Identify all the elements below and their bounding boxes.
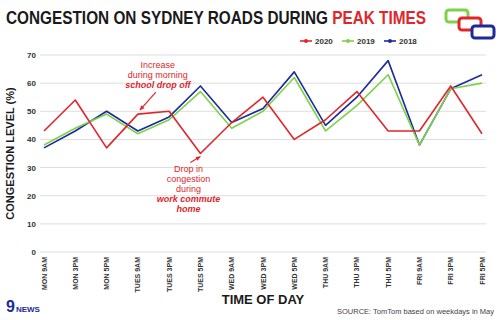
annotation-text: during morning: [128, 70, 188, 80]
y-tick-label: 60: [27, 79, 36, 88]
legend-marker: [346, 39, 350, 43]
plot: [44, 61, 482, 154]
grid-line: [40, 167, 486, 168]
annotation-arrow: [190, 157, 200, 163]
y-axis-label: CONGESTION LEVEL (%): [4, 87, 16, 220]
series-line: [44, 86, 482, 154]
grid-line: [40, 83, 486, 84]
x-tick-label: THU 3PM: [353, 257, 360, 288]
legend-marker: [388, 39, 392, 43]
annotation-text: work commute: [157, 194, 221, 204]
x-axis-label: TIME OF DAY: [222, 292, 305, 307]
legend-marker: [304, 39, 308, 43]
title-main: CONGESTION ON SYDNEY ROADS DURING: [6, 8, 332, 28]
x-tick-label: WED 3PM: [260, 257, 267, 290]
x-tick-label: MON 5PM: [103, 257, 110, 290]
car-icon: [446, 10, 494, 38]
series-line: [44, 75, 482, 145]
annotation-text: Increase: [141, 60, 176, 70]
annotation-text: during: [176, 184, 201, 194]
logo-number: 9: [6, 298, 15, 315]
annotation-text: school drop off: [125, 80, 191, 90]
annotation-arrowhead: [195, 157, 200, 161]
x-tick-label: MON 3PM: [72, 257, 79, 290]
grid-line: [40, 139, 486, 140]
car: [472, 26, 494, 38]
title: CONGESTION ON SYDNEY ROADS DURING PEAK T…: [6, 8, 426, 28]
y-tick-label: 50: [27, 107, 36, 116]
chart: CONGESTION ON SYDNEY ROADS DURING PEAK T…: [0, 0, 500, 320]
grid-line: [40, 195, 486, 196]
x-tick-label: WED 9AM: [228, 257, 235, 290]
y-tick-label: 0: [32, 248, 37, 257]
annotation-arrowhead: [140, 105, 145, 110]
logo: 9NEWS: [6, 298, 41, 315]
x-tick-label: WED 5PM: [291, 257, 298, 290]
grid-line: [40, 55, 486, 56]
x-tick-label: THU 5PM: [385, 257, 392, 288]
x-tick-label: TUES 5PM: [197, 257, 204, 292]
y-tick-label: 40: [27, 135, 36, 144]
y-tick-label: 30: [27, 164, 36, 173]
x-tick-label: FRI 9AM: [416, 257, 423, 285]
y-tick-label: 70: [27, 51, 36, 60]
y-tick-label: 10: [27, 220, 36, 229]
x-tick-label: MON 9AM: [41, 257, 48, 290]
annotation-text: congestion: [167, 174, 211, 184]
x-tick-label: FRI 3PM: [447, 257, 454, 285]
legend-label: 2018: [399, 37, 417, 46]
x-tick-label: FRI 5PM: [479, 257, 486, 285]
source: SOURCE: TomTom based on weekdays in May: [337, 307, 494, 316]
annotation-text: Drop in: [174, 164, 203, 174]
series-line: [44, 61, 482, 148]
grid-line: [40, 223, 486, 224]
x-tick-label: THU 9AM: [322, 257, 329, 288]
y-tick-label: 20: [27, 192, 36, 201]
legend-label: 2020: [315, 37, 333, 46]
x-tick-label: TUES 3PM: [166, 257, 173, 292]
annotation-text: home: [176, 204, 200, 214]
legend-label: 2019: [357, 37, 375, 46]
x-tick-label: TUES 9AM: [134, 257, 141, 293]
logo-word: NEWS: [16, 305, 41, 314]
annotation-arrow: [140, 92, 156, 110]
grid-line: [40, 252, 486, 253]
title-highlight: PEAK TIMES: [332, 8, 426, 28]
